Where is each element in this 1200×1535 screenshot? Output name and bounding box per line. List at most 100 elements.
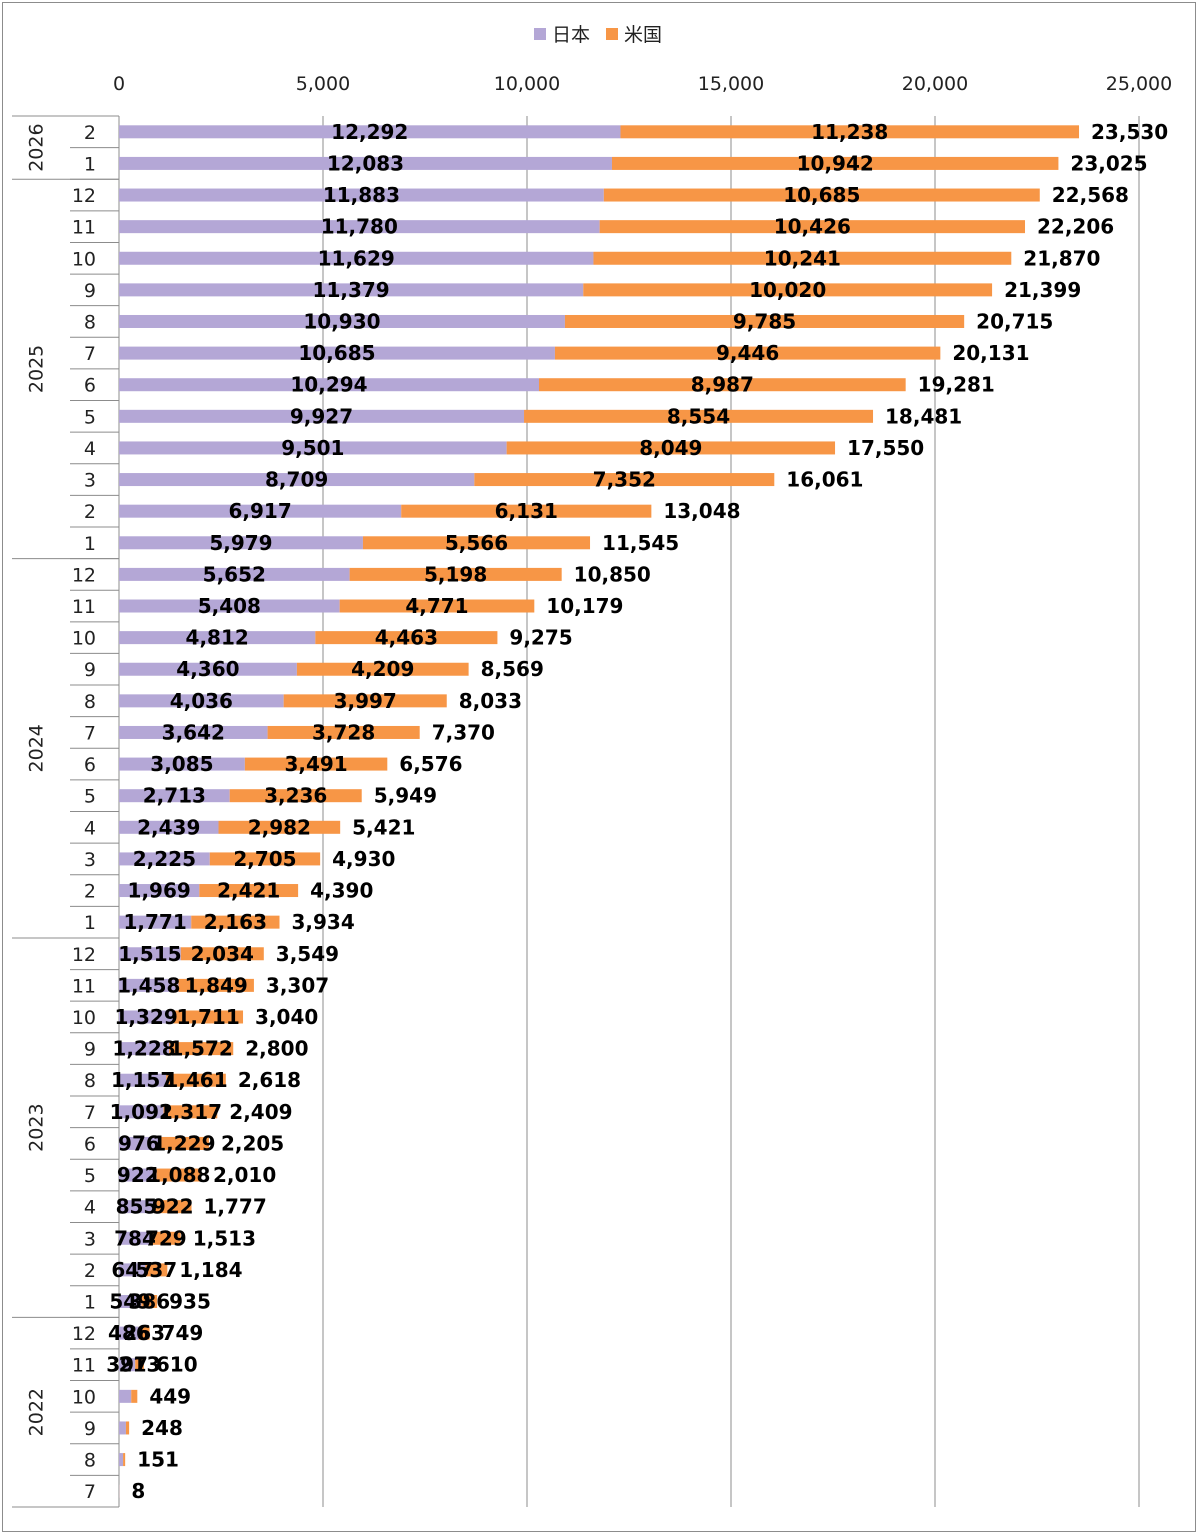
bar-us	[158, 1136, 209, 1150]
x-tick-label: 5,000	[296, 73, 350, 95]
bar-us	[554, 346, 941, 360]
bar-us	[178, 978, 254, 992]
data-label-japan: 9,927	[290, 404, 353, 428]
data-label-us: 10,426	[774, 215, 851, 239]
data-label-us: 213	[119, 1353, 161, 1377]
month-label: 3	[84, 470, 96, 492]
data-label-total: 19,281	[918, 373, 995, 397]
data-label-us: 8,554	[667, 404, 730, 428]
bar-japan	[119, 1263, 146, 1277]
data-label-japan: 397	[106, 1353, 148, 1377]
month-label: 9	[84, 1039, 96, 1061]
data-label-japan: 855	[116, 1195, 158, 1219]
year-label: 2024	[26, 724, 48, 772]
data-label-us: 5,198	[424, 562, 487, 586]
bar-japan	[119, 1042, 170, 1056]
data-label-total: 2,010	[213, 1163, 276, 1187]
data-label-total: 3,307	[266, 973, 329, 997]
data-label-us: 4,771	[405, 594, 468, 618]
data-label-total: 17,550	[847, 436, 924, 460]
bar-japan	[119, 473, 475, 487]
data-label-japan: 10,685	[298, 341, 375, 365]
bar-us	[218, 820, 341, 834]
data-label-japan: 486	[108, 1321, 150, 1345]
month-label: 3	[84, 849, 96, 871]
bar-us	[362, 536, 591, 550]
bar-japan	[119, 1168, 157, 1182]
month-label: 11	[72, 596, 96, 618]
month-label: 10	[72, 628, 96, 650]
data-label-us: 10,020	[749, 278, 826, 302]
data-label-japan: 10,930	[303, 309, 380, 333]
legend-item-us[interactable]: 米国	[606, 20, 662, 47]
month-label: 8	[84, 1450, 96, 1472]
data-label-japan: 11,629	[318, 246, 395, 270]
data-label-japan: 2,225	[133, 847, 196, 871]
data-label-japan: 8,709	[265, 468, 328, 492]
legend: 日本 米国	[534, 20, 678, 47]
bar-japan	[119, 1200, 154, 1214]
bar-us	[267, 725, 420, 739]
data-label-total: 23,530	[1091, 120, 1168, 144]
month-label: 10	[72, 248, 96, 270]
bar-us	[163, 1105, 218, 1119]
month-label: 1	[84, 153, 96, 175]
data-label-us: 2,705	[233, 847, 296, 871]
data-label-us: 9,785	[733, 309, 796, 333]
data-label-total: 23,025	[1070, 151, 1147, 175]
data-label-total: 20,715	[976, 309, 1053, 333]
data-label-total: 3,549	[276, 942, 339, 966]
data-label-japan: 12,292	[331, 120, 408, 144]
bar-japan	[119, 631, 316, 645]
data-label-japan: 5,408	[198, 594, 261, 618]
bar-us	[620, 125, 1080, 139]
bar-us	[141, 1295, 158, 1309]
bar-japan	[119, 1073, 167, 1087]
bar-us	[603, 188, 1040, 202]
month-label: 9	[84, 1418, 96, 1440]
legend-swatch-us	[606, 27, 619, 40]
bar-us	[593, 251, 1012, 265]
data-label-us: 922	[152, 1195, 194, 1219]
data-label-total: 6,576	[399, 752, 462, 776]
data-label-japan: 1,329	[114, 1005, 177, 1029]
data-label-total: 16,061	[786, 468, 863, 492]
bar-japan	[119, 1453, 124, 1467]
month-label: 12	[72, 1323, 96, 1345]
data-label-us: 2,421	[217, 879, 280, 903]
data-label-total: 610	[156, 1353, 198, 1377]
bar-us	[191, 915, 280, 929]
legend-label-us: 米国	[624, 24, 663, 46]
bar-japan	[119, 1105, 164, 1119]
bar-us	[123, 1453, 126, 1467]
legend-item-japan[interactable]: 日本	[534, 20, 590, 47]
data-label-total: 7,370	[432, 720, 495, 744]
bar-japan	[119, 947, 181, 961]
data-label-total: 20,131	[952, 341, 1029, 365]
data-label-japan: 1,771	[123, 910, 186, 934]
month-label: 4	[84, 1197, 96, 1219]
data-label-japan: 3,085	[150, 752, 213, 776]
bar-us	[125, 1421, 130, 1435]
bar-us	[135, 1358, 144, 1372]
bar-us	[564, 314, 965, 328]
data-label-japan: 5,652	[203, 562, 266, 586]
month-label: 5	[84, 1165, 96, 1187]
bar-japan	[119, 156, 612, 170]
month-label: 7	[84, 722, 96, 744]
bar-japan	[119, 852, 210, 866]
data-label-japan: 2,439	[137, 815, 200, 839]
bar-us	[283, 694, 447, 708]
month-label: 9	[84, 280, 96, 302]
x-tick-label: 20,000	[902, 73, 968, 95]
data-label-japan: 12,083	[327, 151, 404, 175]
data-label-us: 4,463	[375, 626, 438, 650]
month-label: 3	[84, 1228, 96, 1250]
bar-us	[506, 441, 836, 455]
bar-us	[474, 473, 775, 487]
bar-japan	[119, 694, 284, 708]
bar-japan	[119, 125, 621, 139]
month-label: 12	[72, 185, 96, 207]
data-label-us: 3,491	[284, 752, 347, 776]
